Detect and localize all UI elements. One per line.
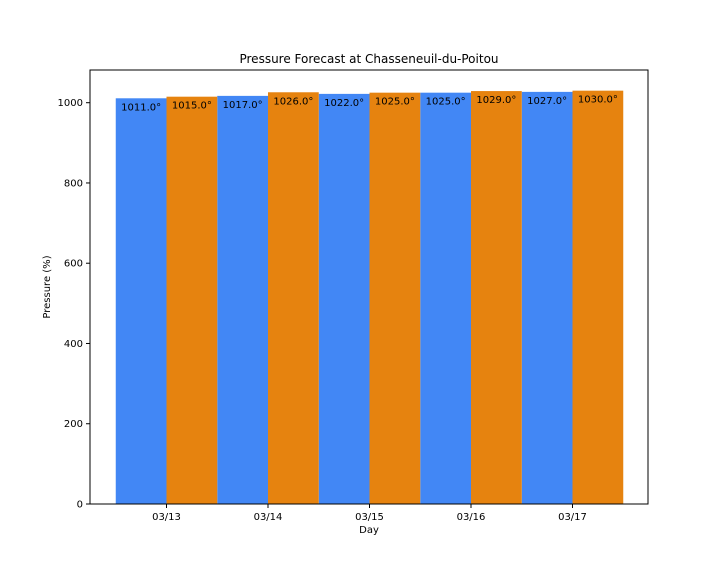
- y-tick-label: 400: [64, 339, 83, 350]
- bar-label: 1029.0°: [476, 95, 516, 106]
- bar-label: 1017.0°: [223, 100, 263, 111]
- bar-label: 1015.0°: [172, 101, 212, 112]
- bar-label: 1011.0°: [121, 102, 161, 113]
- y-tick-label: 800: [64, 178, 83, 189]
- bar-03/13-s2: [166, 96, 218, 504]
- bar-03/13-s1: [115, 98, 167, 504]
- bar-03/15-s1: [318, 93, 370, 505]
- y-tick-label: 600: [64, 259, 83, 270]
- bar-03/15-s2: [369, 92, 421, 504]
- x-tick-label: 03/15: [355, 512, 384, 523]
- bar-label: 1022.0°: [324, 98, 364, 109]
- x-axis-label: Day: [359, 525, 379, 536]
- y-tick-label: 0: [77, 500, 83, 511]
- x-axis: 03/13 03/14 03/15 03/16 03/17: [152, 504, 587, 523]
- bar-03/14-s2: [268, 92, 319, 504]
- y-axis-label: Pressure (%): [42, 255, 53, 318]
- chart-title: Pressure Forecast at Chasseneuil-du-Poit…: [239, 52, 498, 66]
- bar-label: 1025.0°: [375, 97, 415, 108]
- x-tick-label: 03/17: [558, 512, 587, 523]
- bar-label: 1030.0°: [578, 95, 618, 106]
- x-tick-label: 03/14: [254, 512, 283, 523]
- bar-03/16-s2: [471, 91, 522, 504]
- bar-labels-layer: 1011.0° 1017.0° 1022.0° 1025.0° 1027.0° 1015.…: [121, 95, 618, 114]
- x-tick-label: 03/16: [457, 512, 486, 523]
- bar-03/17-s1: [521, 91, 573, 505]
- y-tick-label: 200: [64, 419, 83, 430]
- bar-label: 1025.0°: [426, 97, 466, 108]
- bar-03/14-s1: [217, 95, 268, 505]
- bars-layer: [115, 90, 624, 505]
- x-tick-label: 03/13: [152, 512, 181, 523]
- bar-label: 1026.0°: [273, 96, 313, 107]
- bar-03/16-s1: [420, 92, 471, 504]
- y-tick-label: 1000: [58, 98, 83, 109]
- bar-03/17-s2: [572, 90, 624, 505]
- y-axis: 0 200 400 600 800 1000: [58, 98, 90, 511]
- bar-label: 1027.0°: [527, 96, 567, 107]
